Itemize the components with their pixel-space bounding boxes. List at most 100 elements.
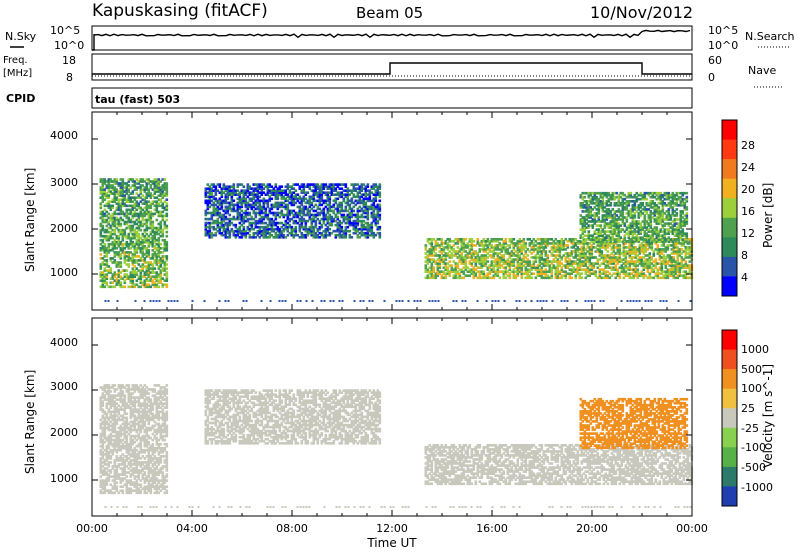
power-cell — [119, 281, 123, 284]
power-cell — [151, 263, 155, 266]
power-cell — [131, 245, 135, 248]
power-cell — [502, 246, 506, 249]
power-cell — [458, 248, 462, 251]
power-cell — [224, 187, 228, 190]
power-cell — [210, 189, 214, 192]
power-cell — [500, 264, 504, 267]
power-cell — [161, 228, 165, 232]
power-cell — [350, 183, 354, 186]
power-cell — [143, 200, 147, 203]
power-cell — [430, 242, 434, 245]
power-cell — [165, 226, 169, 230]
power-cell — [320, 209, 324, 213]
power-cell — [139, 273, 143, 276]
power-cell — [159, 204, 163, 208]
power-cell — [141, 232, 145, 236]
power-cell — [129, 178, 133, 181]
power-cell — [115, 277, 119, 280]
power-cell — [442, 242, 446, 245]
power-cell — [242, 199, 246, 203]
power-cell — [165, 218, 169, 222]
power-cell — [161, 192, 165, 195]
power-cell — [113, 275, 117, 278]
power-cell — [356, 217, 360, 221]
power-cell — [372, 231, 376, 235]
power-cell — [378, 213, 382, 217]
power-cell — [256, 191, 260, 194]
power-cell — [450, 256, 454, 259]
power-cell — [330, 231, 334, 235]
power-cell — [276, 211, 280, 215]
power-cell — [135, 186, 139, 189]
power-cell — [374, 213, 378, 217]
power-cell — [598, 270, 602, 273]
power-cell — [629, 191, 633, 195]
power-cell — [121, 234, 125, 238]
power-cell — [498, 266, 502, 269]
power-cell — [352, 183, 356, 186]
power-cell — [121, 230, 125, 234]
power-cell — [157, 214, 161, 218]
power-cell — [472, 254, 476, 257]
power-cell — [103, 279, 107, 282]
power-cell — [312, 225, 316, 229]
power-cell — [482, 250, 486, 253]
power-cell — [280, 185, 284, 188]
power-cell — [115, 242, 119, 246]
power-cell — [372, 233, 376, 237]
power-cell — [157, 245, 161, 248]
power-cell — [318, 211, 322, 215]
power-cell — [544, 252, 548, 255]
power-cell — [538, 262, 542, 265]
power-cell — [570, 238, 574, 241]
power-cell — [448, 238, 452, 241]
power-cell — [598, 242, 602, 245]
power-cell — [212, 209, 216, 213]
power-cell — [314, 193, 318, 196]
power-cell — [153, 208, 157, 212]
power-cell — [500, 270, 504, 273]
power-cell — [378, 215, 382, 219]
power-cell — [165, 277, 169, 280]
power-cell — [139, 251, 143, 254]
power-cell — [454, 242, 458, 245]
power-cell — [107, 196, 111, 199]
power-cell — [584, 256, 588, 259]
power-cell — [560, 262, 564, 265]
power-cell — [153, 281, 157, 284]
power-cell — [266, 236, 270, 239]
power-cell — [210, 215, 214, 219]
freq-panel — [91, 53, 693, 81]
power-cell — [153, 230, 157, 234]
power-cell — [252, 187, 256, 190]
power-cell — [480, 264, 484, 267]
power-cell — [452, 254, 456, 257]
power-cell — [278, 201, 282, 205]
power-cell — [165, 273, 169, 276]
power-cell — [490, 264, 494, 267]
power-cell — [572, 268, 576, 271]
power-cell — [137, 206, 141, 210]
power-cell — [334, 233, 338, 237]
power-cell — [163, 178, 167, 181]
power-cell — [564, 248, 568, 251]
power-cell — [336, 197, 340, 201]
power-cell — [165, 255, 169, 258]
power-cell — [590, 256, 594, 259]
power-cell — [141, 234, 145, 238]
power-cell — [426, 268, 430, 271]
power-cell — [143, 283, 147, 286]
power-cell — [161, 190, 165, 193]
power-cell — [506, 252, 510, 255]
power-cell — [602, 262, 606, 265]
power-cell — [274, 203, 278, 207]
power-cell — [296, 233, 300, 237]
power-cell — [238, 205, 242, 209]
power-cell — [496, 248, 500, 251]
power-cell — [378, 205, 382, 209]
power-cell — [300, 199, 304, 203]
power-cell — [236, 217, 240, 221]
power-cell — [336, 183, 340, 186]
power-cell — [250, 199, 254, 203]
power-cell — [117, 240, 121, 244]
